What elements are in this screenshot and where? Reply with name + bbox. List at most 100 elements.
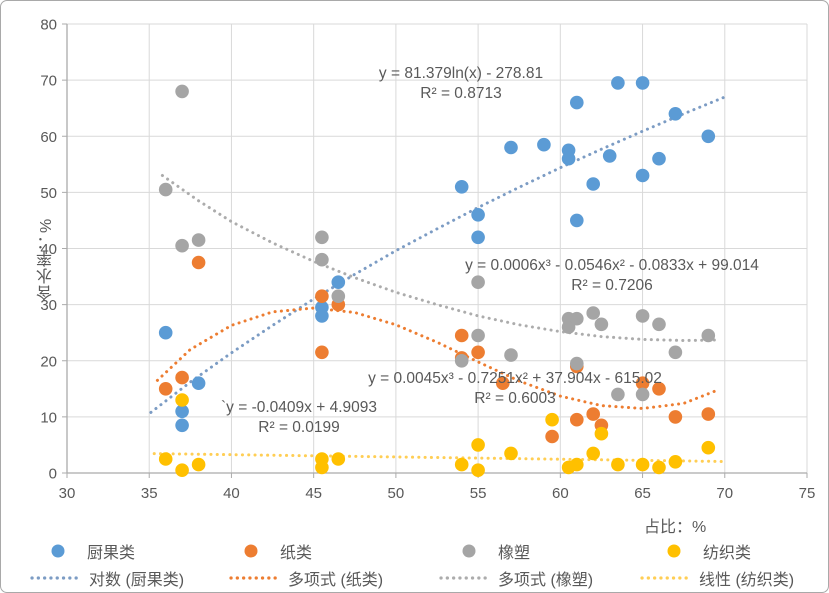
data-point <box>586 446 600 461</box>
legend-item-series: 纺织类 <box>667 539 751 563</box>
equation-r2: R² = 0.6003 <box>474 390 556 407</box>
data-point <box>652 460 666 475</box>
legend-item-series: 纸类 <box>244 539 312 563</box>
data-point <box>586 177 600 191</box>
data-point <box>315 289 329 304</box>
equation-text: `y = -0.0409x + 4.9093 <box>221 399 377 416</box>
equation-poly-rubber: y = 0.0006x³ - 0.0546x² - 0.0833x + 99.0… <box>444 256 780 296</box>
legend-item-trendline: 线性 (纺织类) <box>639 566 794 590</box>
y-tick-label: 20 <box>40 353 57 370</box>
data-point <box>471 275 485 290</box>
data-point <box>191 255 206 270</box>
legend-item-trendline: 对数 (厨果类) <box>29 566 184 590</box>
y-axis-title: 含水率：% <box>38 217 55 301</box>
data-point <box>635 168 650 183</box>
legend-label: 线性 (纺织类) <box>699 572 795 589</box>
data-point <box>611 76 625 90</box>
data-point <box>635 309 650 323</box>
data-point <box>668 107 683 121</box>
equation-linear-textile: `y = -0.0409x + 4.9093 R² = 0.0199 <box>207 398 391 438</box>
data-point <box>315 230 329 245</box>
legend-dot-icon <box>51 544 65 558</box>
equation-r2: R² = 0.0199 <box>258 419 340 436</box>
data-point <box>175 393 189 407</box>
data-point <box>561 151 576 166</box>
x-tick-label: 70 <box>716 485 733 502</box>
equation-text: y = 0.0045x³ - 0.7251x² + 37.904x - 615.… <box>368 370 662 387</box>
data-point <box>602 149 617 163</box>
data-point <box>471 345 485 360</box>
data-point <box>594 426 609 441</box>
data-point <box>545 429 559 444</box>
legend-label: 多项式 (橡塑) <box>498 572 594 589</box>
data-point <box>175 370 189 385</box>
data-point <box>611 387 625 402</box>
data-point <box>701 440 716 455</box>
data-point <box>471 328 485 343</box>
legend-dotted-line-icon <box>228 574 280 582</box>
data-point <box>635 387 650 402</box>
data-point <box>175 238 189 253</box>
legend-label: 橡塑 <box>498 545 531 562</box>
y-tick-label: 70 <box>40 73 57 90</box>
data-point <box>471 208 485 222</box>
data-point <box>668 410 683 424</box>
data-point <box>315 309 329 323</box>
legend-item-series: 橡塑 <box>462 539 530 563</box>
data-point <box>496 376 510 391</box>
data-point <box>158 452 173 466</box>
data-point <box>701 129 716 144</box>
equation-log-kitchen: y = 81.379ln(x) - 278.81 R² = 0.8713 <box>346 64 576 104</box>
y-tick-label: 60 <box>40 129 57 146</box>
x-tick-label: 65 <box>634 485 651 502</box>
x-tick-label: 50 <box>388 485 405 502</box>
equation-text: y = 81.379ln(x) - 278.81 <box>378 65 544 82</box>
data-point <box>454 328 469 343</box>
data-point <box>504 348 518 362</box>
data-point <box>158 182 173 197</box>
data-point <box>570 311 584 326</box>
data-point <box>570 213 584 228</box>
data-point <box>570 457 584 472</box>
data-point <box>668 345 683 360</box>
x-tick-label: 35 <box>141 485 158 502</box>
data-point <box>158 382 173 396</box>
equation-r2: R² = 0.8713 <box>420 85 502 102</box>
data-point <box>586 306 600 320</box>
data-point <box>652 317 666 332</box>
y-tick-label: 30 <box>40 297 57 314</box>
data-point <box>586 407 600 421</box>
data-point <box>315 345 329 360</box>
legend-dot-icon <box>244 544 258 558</box>
data-point <box>175 84 189 99</box>
data-point <box>635 76 650 90</box>
data-point <box>611 457 625 472</box>
y-tick-label: 50 <box>40 185 57 202</box>
data-point <box>315 252 329 267</box>
legend-item-trendline: 多项式 (纸类) <box>228 566 383 590</box>
equation-poly-paper: y = 0.0045x³ - 0.7251x² + 37.904x - 615.… <box>365 369 665 409</box>
legend-item-trendline: 多项式 (橡塑) <box>438 566 593 590</box>
x-tick-label: 60 <box>552 485 569 502</box>
x-axis-title: 占比：% <box>644 519 707 536</box>
legend-label: 厨果类 <box>87 545 136 562</box>
data-point <box>315 460 329 475</box>
data-point <box>454 180 469 194</box>
data-point <box>594 317 609 332</box>
legend-label: 多项式 (纸类) <box>288 572 384 589</box>
trendline-linear <box>152 452 727 463</box>
data-point <box>175 463 189 478</box>
data-point <box>652 151 666 166</box>
data-point <box>471 463 485 478</box>
x-tick-label: 75 <box>799 485 816 502</box>
data-point <box>175 404 189 419</box>
legend-dot-icon <box>667 544 681 558</box>
data-point <box>191 376 206 391</box>
data-point <box>454 457 469 472</box>
legend-label: 对数 (厨果类) <box>89 572 185 589</box>
data-point <box>570 95 584 110</box>
y-tick-label: 80 <box>40 17 57 34</box>
data-point <box>635 376 650 391</box>
data-point <box>175 418 189 433</box>
